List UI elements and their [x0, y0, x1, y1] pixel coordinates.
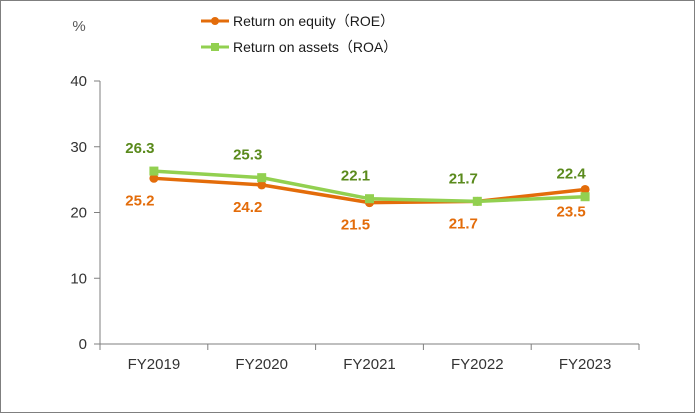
x-tick-label: FY2022: [451, 356, 504, 373]
data-point-roe: [580, 184, 590, 194]
data-label-roa: 22.4: [556, 166, 586, 183]
y-tick-label: 30: [70, 139, 87, 156]
y-tick-label: 40: [70, 73, 87, 90]
y-tick-label: 20: [70, 205, 87, 222]
legend: Return on equity（ROE） Return on assets（R…: [201, 13, 397, 55]
y-tick-label: 10: [70, 270, 87, 287]
unit-label: %: [72, 18, 85, 35]
data-point-roa: [257, 173, 267, 183]
x-tick-label: FY2023: [559, 356, 612, 373]
data-label-roe: 23.5: [556, 203, 585, 220]
y-axis-ticks: 0 10 20 30 40: [70, 73, 100, 353]
data-point-roa: [149, 166, 159, 176]
legend-entry-roe: Return on equity（ROE）: [201, 13, 394, 29]
legend-label-roa: Return on assets（ROA）: [233, 39, 397, 55]
data-label-roe: 21.5: [341, 217, 370, 234]
data-point-roe: [149, 173, 159, 183]
legend-label-roe: Return on equity（ROE）: [233, 13, 394, 29]
data-label-roe: 25.2: [125, 192, 154, 209]
data-label-roa: 25.3: [233, 147, 262, 164]
data-label-roe: 21.7: [449, 215, 478, 232]
x-axis-ticks: FY2019 FY2020 FY2021 FY2022 FY2023: [99, 344, 640, 373]
legend-entry-roa: Return on assets（ROA）: [201, 39, 397, 55]
legend-marker-roe: [211, 17, 219, 25]
data-point-roa: [580, 192, 590, 202]
x-tick-label: FY2019: [128, 356, 181, 373]
x-tick-label: FY2021: [343, 356, 396, 373]
data-label-roa: 26.3: [125, 140, 154, 157]
series-layer: [149, 166, 590, 208]
y-tick-label: 0: [79, 336, 87, 353]
data-label-roa: 21.7: [449, 170, 478, 187]
data-labels: 25.2 24.2 21.5 21.7 23.5 26.3 25.3 22.1 21.7 22.4: [125, 140, 586, 234]
data-point-roa: [472, 196, 482, 206]
data-label-roa: 22.1: [341, 168, 370, 185]
data-point-roe: [257, 180, 267, 190]
data-point-roa: [365, 194, 374, 204]
x-tick-label: FY2020: [235, 356, 288, 373]
legend-marker-roa: [211, 43, 219, 51]
data-label-roe: 24.2: [233, 199, 262, 216]
